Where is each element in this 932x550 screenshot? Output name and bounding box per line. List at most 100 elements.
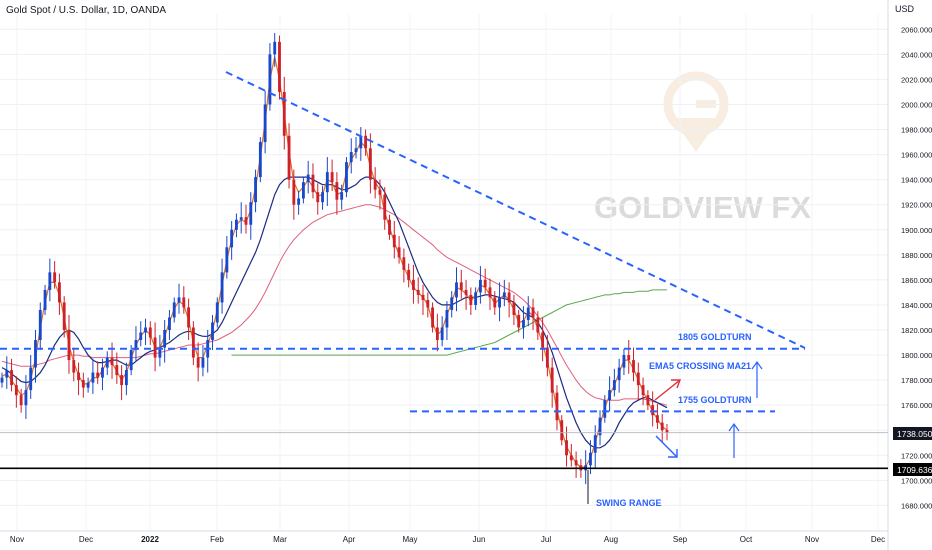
y-tick-label: 2000.000	[901, 100, 932, 109]
currency-label: USD	[894, 4, 914, 14]
candle-body	[24, 390, 28, 406]
candle-body	[168, 317, 171, 330]
candle-body	[120, 375, 124, 386]
candle-body	[431, 307, 435, 328]
candle-body	[115, 365, 119, 376]
candle-body	[196, 357, 200, 368]
candle-body	[306, 174, 310, 183]
red-projection-arrow-head	[671, 379, 682, 389]
candle-body	[531, 307, 535, 318]
candle-body	[368, 148, 372, 180]
x-tick-label: Nov	[805, 535, 819, 544]
candle-body	[517, 314, 521, 328]
candle-body	[641, 385, 645, 396]
candle-body	[234, 219, 238, 230]
candle-body	[273, 41, 277, 55]
candle-body	[636, 372, 640, 386]
candle-body	[72, 360, 76, 373]
candles	[0, 33, 669, 485]
candle-body	[153, 337, 157, 358]
candle-body	[440, 327, 444, 341]
y-tick-label: 1920.000	[901, 201, 932, 210]
candle-body	[545, 347, 549, 368]
y-tick-label: 1780.000	[901, 376, 932, 385]
candle-body	[388, 219, 391, 235]
candle-body	[565, 440, 568, 456]
arrow-up-icon-head	[751, 360, 763, 370]
candle-body	[526, 307, 530, 320]
y-tick-label: 1720.000	[901, 451, 932, 460]
candle-body	[249, 202, 253, 225]
candle-body	[311, 174, 315, 193]
candle-body	[474, 292, 478, 305]
candle-body	[459, 282, 463, 290]
candle-body	[478, 279, 482, 293]
candle-body	[129, 350, 133, 371]
candle-body	[191, 327, 195, 358]
candle-body	[321, 192, 324, 203]
candle-body	[656, 415, 659, 423]
candle-body	[287, 135, 291, 180]
candle-body	[282, 91, 286, 136]
candle-body	[57, 282, 61, 303]
x-tick-label: 2022	[141, 535, 159, 544]
x-tick-label: Jul	[541, 535, 551, 544]
candle-body	[397, 247, 401, 258]
ma21-line	[1, 176, 668, 449]
candle-body	[560, 420, 564, 441]
candle-body	[158, 347, 162, 358]
candle-body	[622, 355, 626, 368]
candle-body	[297, 198, 301, 205]
x-tick-label: Aug	[604, 535, 618, 544]
candle-body	[144, 327, 147, 333]
y-tick-label: 2040.000	[901, 50, 932, 59]
support-price-tag	[893, 463, 932, 476]
arrow-down-icon-head	[668, 449, 678, 458]
y-tick-label: 1900.000	[901, 226, 932, 235]
y-tick-label: 1840.000	[901, 301, 932, 310]
candle-body	[139, 332, 143, 341]
candle-body	[10, 370, 13, 386]
candle-body	[450, 297, 454, 310]
candle-body	[522, 319, 525, 328]
y-tick-label: 1680.000	[901, 501, 932, 510]
y-tick-label: 1980.000	[901, 126, 932, 135]
candle-body	[34, 340, 37, 368]
candle-body	[38, 309, 42, 341]
y-tick-label: 1820.000	[901, 326, 932, 335]
candle-body	[278, 41, 281, 92]
candle-body	[325, 172, 329, 193]
candle-body	[268, 54, 272, 105]
y-tick-label: 1940.000	[901, 176, 932, 185]
candle-body	[488, 287, 492, 298]
candle-body	[86, 382, 90, 388]
logo-pin-icon	[672, 118, 720, 152]
ma200-line	[231, 289, 667, 356]
candle-body	[81, 380, 85, 388]
y-axis: 2060.000 2040.000 2020.000 2000.000 1980.000…	[887, 0, 932, 550]
candle-body	[124, 370, 128, 386]
candle-body	[383, 194, 387, 220]
candle-body	[646, 395, 650, 406]
candle-body	[603, 400, 607, 418]
candle-body	[5, 370, 9, 378]
candle-body	[67, 329, 71, 361]
candle-body	[172, 302, 176, 318]
candle-body	[665, 430, 669, 433]
candle-body	[421, 294, 425, 300]
candle-body	[230, 229, 234, 248]
x-tick-label: Jun	[473, 535, 486, 544]
chart-title: Gold Spot / U.S. Dollar, 1D, OANDA	[6, 5, 167, 16]
x-tick-label: Apr	[343, 535, 356, 544]
candle-body	[48, 272, 52, 290]
y-tick-label: 2020.000	[901, 75, 932, 84]
candle-body	[426, 299, 430, 308]
candle-body	[359, 135, 363, 149]
candle-body	[455, 282, 458, 298]
x-tick-label: Feb	[210, 535, 224, 544]
level-label-1755: 1755 GOLDTURN	[678, 395, 752, 405]
level-label-1805: 1805 GOLDTURN	[678, 332, 752, 342]
candle-body	[608, 390, 612, 401]
candle-body	[96, 372, 100, 378]
